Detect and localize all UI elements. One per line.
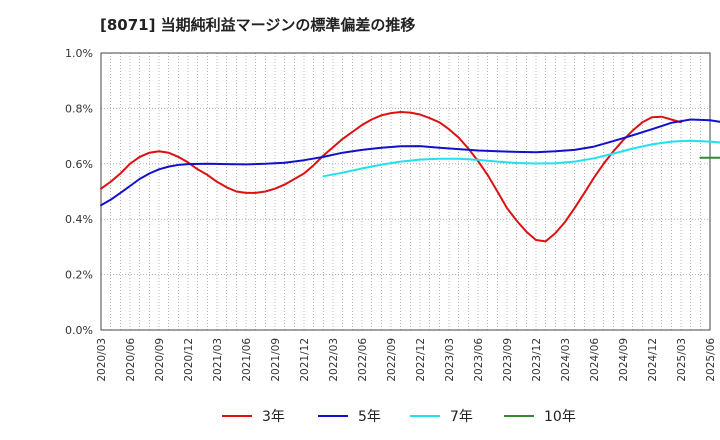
x-tick-label: 2024/09	[618, 338, 630, 382]
legend-item-7y: 7年	[410, 404, 473, 428]
plot-border	[100, 52, 711, 331]
legend: 3年 5年 7年 10年	[0, 404, 720, 428]
y-tick-label: 0.0%	[65, 324, 93, 337]
series-layer	[100, 111, 720, 243]
legend-label-10y: 10年	[544, 409, 576, 425]
x-tick-label: 2024/12	[647, 338, 659, 382]
x-tick-label: 2023/06	[473, 338, 485, 382]
grid-layer	[100, 52, 711, 331]
x-tick-label: 2022/06	[357, 338, 369, 382]
x-tick-label: 2024/06	[589, 338, 601, 382]
x-tick-label: 2022/03	[328, 338, 340, 382]
x-tick-label: 2025/06	[705, 338, 717, 382]
legend-swatch-10y	[504, 415, 534, 417]
x-tick-label: 2020/12	[183, 338, 195, 382]
y-tick-label: 1.0%	[65, 47, 93, 60]
legend-swatch-5y	[318, 415, 348, 417]
x-tick-label: 2021/03	[212, 338, 224, 382]
y-tick-label: 0.8%	[65, 102, 93, 115]
x-tick-label: 2021/06	[241, 338, 253, 382]
x-tick-label: 2024/03	[560, 338, 572, 382]
y-tick-label: 0.2%	[65, 269, 93, 282]
x-tick-label: 2020/09	[154, 338, 166, 382]
legend-item-3y: 3年	[222, 404, 285, 428]
legend-label-3y: 3年	[262, 409, 285, 425]
x-tick-label: 2023/09	[502, 338, 514, 382]
series-line-2	[322, 139, 720, 178]
legend-item-10y: 10年	[504, 404, 576, 428]
series-line-1	[100, 118, 720, 207]
x-tick-label: 2022/09	[386, 338, 398, 382]
x-tick-label: 2023/03	[444, 338, 456, 382]
legend-label-5y: 5年	[358, 409, 381, 425]
x-tick-label: 2021/12	[299, 338, 311, 382]
x-tick-label: 2020/06	[125, 338, 137, 382]
legend-swatch-7y	[410, 415, 440, 417]
x-tick-label: 2023/12	[531, 338, 543, 382]
x-tick-label: 2022/12	[415, 338, 427, 382]
x-tick-label: 2025/03	[676, 338, 688, 382]
legend-swatch-3y	[222, 415, 252, 417]
x-tick-label: 2021/09	[270, 338, 282, 382]
chart-title: [8071] 当期純利益マージンの標準偏差の推移	[100, 16, 416, 34]
series-line-0	[100, 111, 682, 243]
y-tick-label: 0.4%	[65, 213, 93, 226]
legend-item-5y: 5年	[318, 404, 381, 428]
y-tick-label: 0.6%	[65, 158, 93, 171]
axis-layer: 0.0% 0.2% 0.4% 0.6% 0.8% 1.0% 2020/03 2020/06 20…	[65, 47, 717, 382]
legend-label-7y: 7年	[450, 409, 473, 425]
x-tick-label: 2020/03	[96, 338, 108, 382]
